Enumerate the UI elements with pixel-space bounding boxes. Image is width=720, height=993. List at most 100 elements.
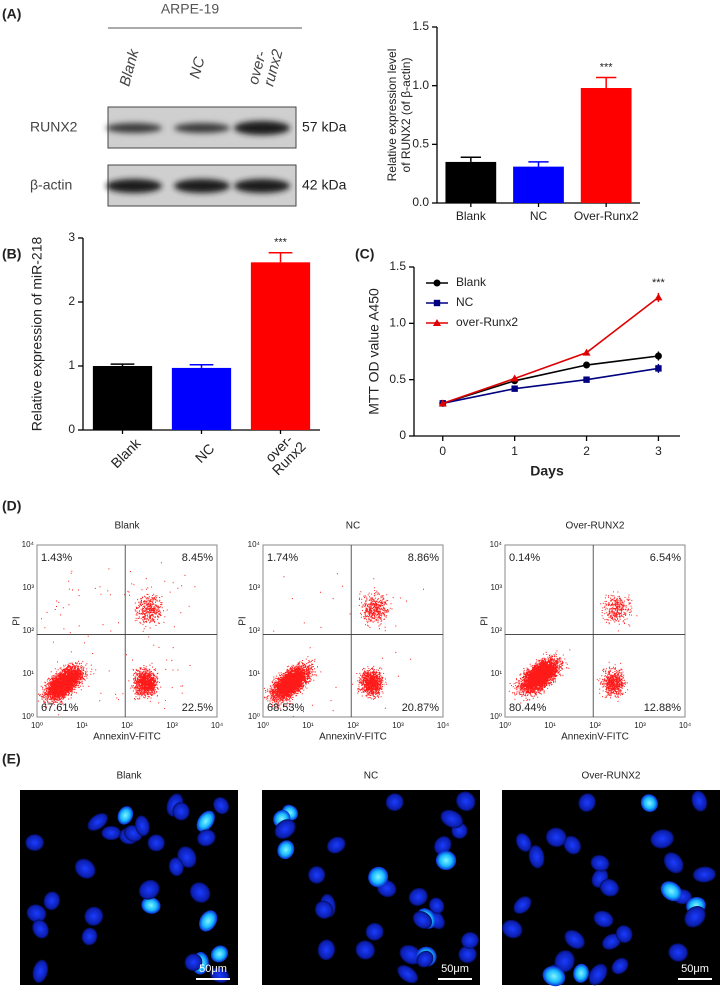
nucleus [25, 834, 44, 851]
nucleus [440, 809, 464, 829]
nucleus [435, 850, 457, 871]
x-tick-label: 10² [121, 721, 133, 730]
x-tick-label: 10³ [634, 721, 646, 730]
nucleus [434, 836, 452, 855]
quadrant-percent: 68.53% [267, 702, 305, 714]
nucleus [602, 933, 622, 950]
nucleus [573, 963, 589, 983]
x-tick-label: 10⁰ [31, 721, 43, 730]
bar [171, 367, 232, 430]
quadrant-percent: 1.43% [41, 552, 72, 564]
nucleus [32, 919, 49, 939]
x-axis-label: Days [530, 463, 564, 479]
nucleus [416, 950, 434, 968]
marker [582, 348, 591, 356]
image-title: Blank [116, 771, 142, 782]
y-axis-label: PI [12, 616, 23, 625]
x-tick-label: 10¹ [76, 721, 88, 730]
annotation: *** [652, 277, 666, 289]
annotation: *** [600, 61, 614, 73]
nucleus [172, 802, 190, 821]
nucleus [274, 819, 296, 839]
nucleus [563, 835, 581, 855]
x-tick-label: Blank [456, 209, 487, 223]
panel-label: (E) [2, 751, 21, 767]
lane-label: Blank [116, 46, 143, 88]
plot-title: NC [346, 521, 360, 532]
bar [250, 262, 311, 430]
nucleus [590, 854, 610, 872]
marker [511, 385, 518, 392]
nucleus [640, 794, 658, 813]
band [106, 123, 162, 133]
nucleus [458, 945, 477, 964]
point [654, 352, 662, 360]
y-tick-label: 0 [399, 428, 406, 442]
x-tick-label: 10⁴ [211, 721, 224, 730]
nucleus [74, 858, 96, 879]
nucleus [26, 904, 47, 923]
nucleus [660, 881, 682, 902]
nucleus [184, 953, 203, 972]
lane-label: NC [186, 55, 208, 80]
x-tick-label: Over-Runx2 [574, 209, 639, 223]
bar [92, 366, 153, 430]
quadrant-percent: 80.44% [509, 702, 547, 714]
nucleus [168, 857, 184, 877]
nuclei [501, 790, 716, 987]
nucleus [611, 957, 629, 975]
nucleus [317, 939, 336, 961]
nucleus [43, 891, 60, 911]
y-tick-label: 10⁴ [490, 540, 503, 549]
y-axis-label: PI [238, 616, 249, 625]
quadrant-percent: 6.54% [650, 552, 681, 564]
legend-symbol [433, 299, 441, 307]
nucleus [308, 866, 326, 884]
legend-label: Blank [456, 275, 487, 289]
y-tick-label: 10¹ [490, 669, 502, 678]
nucleus [408, 887, 428, 906]
cell-line: ARPE-19 [161, 1, 220, 17]
nucleus [399, 944, 423, 965]
panel-label: (D) [2, 498, 21, 514]
quadrant-percent: 22.5% [182, 702, 213, 714]
nucleus [513, 896, 532, 914]
x-tick-label: 10¹ [302, 721, 314, 730]
y-tick-label: 10⁴ [22, 540, 35, 549]
event-dots [508, 591, 638, 704]
y-tick-label: 3 [68, 230, 75, 244]
x-tick-label: 10³ [166, 721, 178, 730]
blot-bands [106, 121, 290, 135]
x-tick-label: 3 [655, 444, 662, 458]
point [655, 365, 662, 372]
marker [438, 399, 447, 407]
nucleus [599, 878, 619, 897]
scale-label: 50μm [681, 963, 709, 975]
nuclei [25, 793, 230, 983]
legend-marker [433, 279, 441, 287]
band [174, 179, 230, 193]
nucleus [615, 925, 633, 943]
y-tick-label: 0.0 [412, 195, 429, 209]
nucleus [456, 791, 476, 812]
y-tick-label: 10² [248, 626, 260, 635]
point [583, 361, 591, 369]
y-axis-label: Relative expression levelof RUNX2 (of β-… [385, 49, 413, 182]
x-tick-label: 10⁴ [679, 721, 692, 730]
legend-label: over-Runx2 [456, 315, 518, 329]
quadrant-percent: 20.87% [402, 702, 440, 714]
protein-label: β-actin [30, 177, 72, 193]
nucleus [87, 813, 108, 831]
x-axis-label: AnnexinV-FITC [319, 732, 387, 743]
x-tick-label: 0 [439, 444, 446, 458]
nucleus [197, 829, 216, 847]
x-tick-label: Blank [108, 434, 145, 471]
nucleus [117, 806, 134, 825]
point [511, 385, 518, 392]
y-tick-label: 0 [68, 422, 75, 436]
x-tick-label: 2 [583, 444, 590, 458]
band [106, 179, 162, 193]
marker [583, 376, 590, 383]
nucleus [501, 919, 523, 939]
